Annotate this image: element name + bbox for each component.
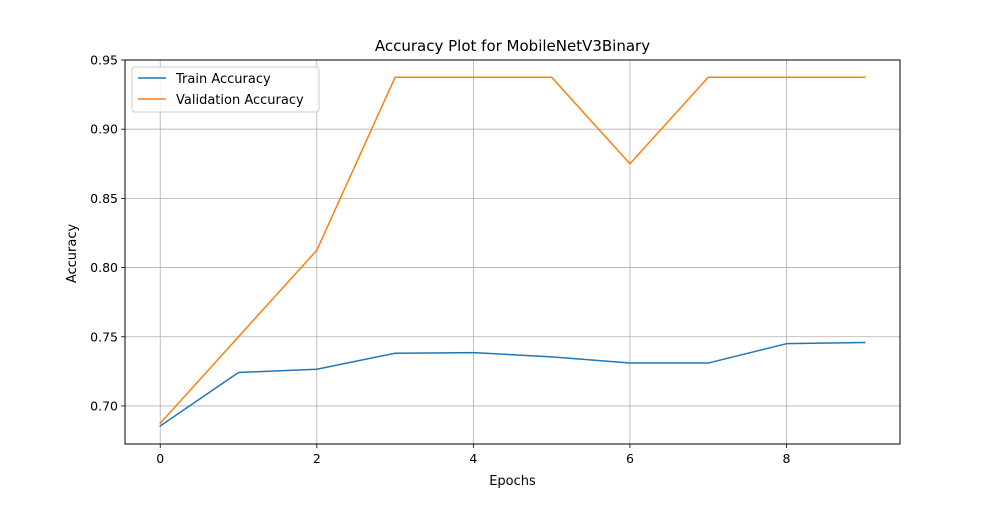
x-axis-label: Epochs <box>489 474 536 489</box>
legend-label-validation: Validation Accuracy <box>176 93 304 108</box>
validation-accuracy-line <box>159 76 866 425</box>
series-lines <box>159 76 866 428</box>
legend: Train Accuracy Validation Accuracy <box>131 66 320 113</box>
x-tick-label: 2 <box>313 451 321 466</box>
y-tick-label: 0.70 <box>90 398 118 413</box>
train-accuracy-line <box>159 341 866 428</box>
y-axis-label: Accuracy <box>65 224 80 284</box>
y-tick-label: 0.90 <box>90 122 118 137</box>
plot-frame <box>124 59 901 445</box>
x-tick-label: 8 <box>783 451 791 466</box>
ticks: 0 2 4 6 8 0.70 0.75 0.80 0.85 0.90 0.95 <box>90 53 790 467</box>
chart-title: Accuracy Plot for MobileNetV3Binary <box>375 37 650 55</box>
y-tick-label: 0.80 <box>90 260 118 275</box>
x-tick-label: 0 <box>156 451 164 466</box>
y-tick-label: 0.75 <box>90 329 118 344</box>
y-tick-label: 0.85 <box>90 191 118 206</box>
legend-box <box>131 66 320 113</box>
x-tick-label: 6 <box>626 451 634 466</box>
y-tick-label: 0.95 <box>90 53 118 68</box>
legend-label-train: Train Accuracy <box>175 72 271 87</box>
x-tick-label: 4 <box>469 451 477 466</box>
